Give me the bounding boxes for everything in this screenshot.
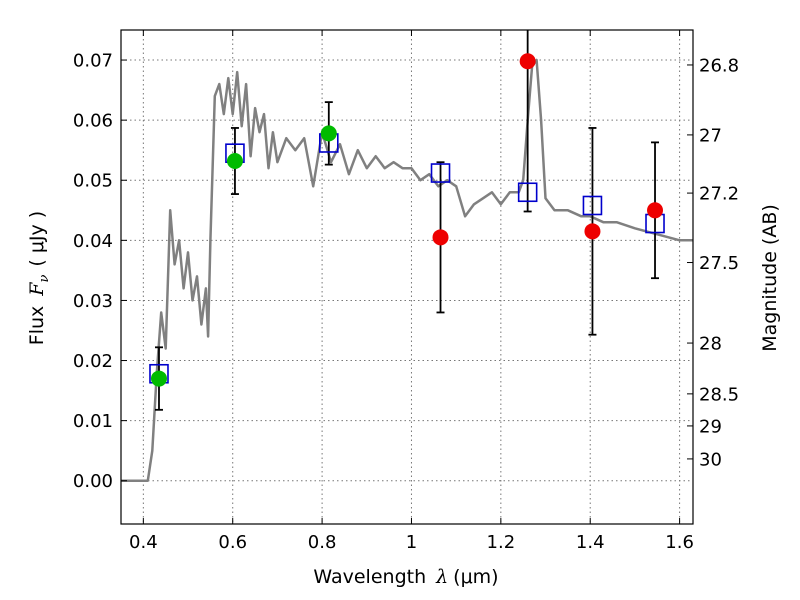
grid (121, 30, 693, 524)
y2-tick-label: 27.5 (699, 253, 739, 274)
x-tick-label: 1.2 (487, 532, 516, 553)
x-axis-title: Wavelength λ (μm) (313, 566, 498, 588)
y-tick-label: 0.00 (73, 471, 113, 492)
y-tick-label: 0.01 (73, 411, 113, 432)
x-tick-label: 0.6 (218, 532, 247, 553)
y2-tick-label: 27 (699, 125, 722, 146)
y-tick-label: 0.05 (73, 171, 113, 192)
plot-frame (120, 29, 694, 525)
nir-observation-point (432, 229, 449, 246)
x-tick-label: 1.4 (576, 532, 605, 553)
x-tick-label: 1 (406, 532, 417, 553)
optical-observation-point (320, 125, 337, 142)
nir-observation-point (584, 223, 601, 240)
x-tick-label: 0.4 (129, 532, 158, 553)
y-tick-label: 0.02 (73, 351, 113, 372)
y-tick-label: 0.03 (73, 291, 113, 312)
axis-ticks: 0.4 0.6 0.8 1 1.2 1.4 1.6 0.00 0.01 0.02 0.03 0.04 0… (73, 30, 739, 553)
y2-axis-title: Magnitude (AB) (759, 204, 781, 352)
nir-observation-point (519, 53, 536, 70)
model-photometry-square (430, 163, 451, 183)
y2-tick-label: 30 (699, 449, 722, 470)
y-tick-label: 0.07 (73, 51, 113, 72)
y2-tick-label: 26.8 (699, 55, 739, 76)
y-tick-label: 0.04 (73, 231, 113, 252)
y-tick-label: 0.06 (73, 111, 113, 132)
y2-tick-label: 28.5 (699, 384, 739, 405)
optical-observation-point (226, 153, 243, 170)
data-points (149, 53, 665, 387)
x-tick-label: 1.6 (665, 532, 694, 553)
x-tick-label: 0.8 (308, 532, 337, 553)
nir-observation-point (647, 202, 664, 219)
y2-tick-label: 27.2 (699, 184, 739, 205)
model-photometry-square (582, 195, 603, 216)
model-photometry-square (517, 182, 538, 203)
optical-observation-point (150, 370, 167, 387)
y2-tick-label: 28 (699, 334, 722, 355)
y2-tick-label: 29 (699, 416, 722, 437)
y-axis-title: FluxFν( μJy ) (26, 211, 52, 345)
